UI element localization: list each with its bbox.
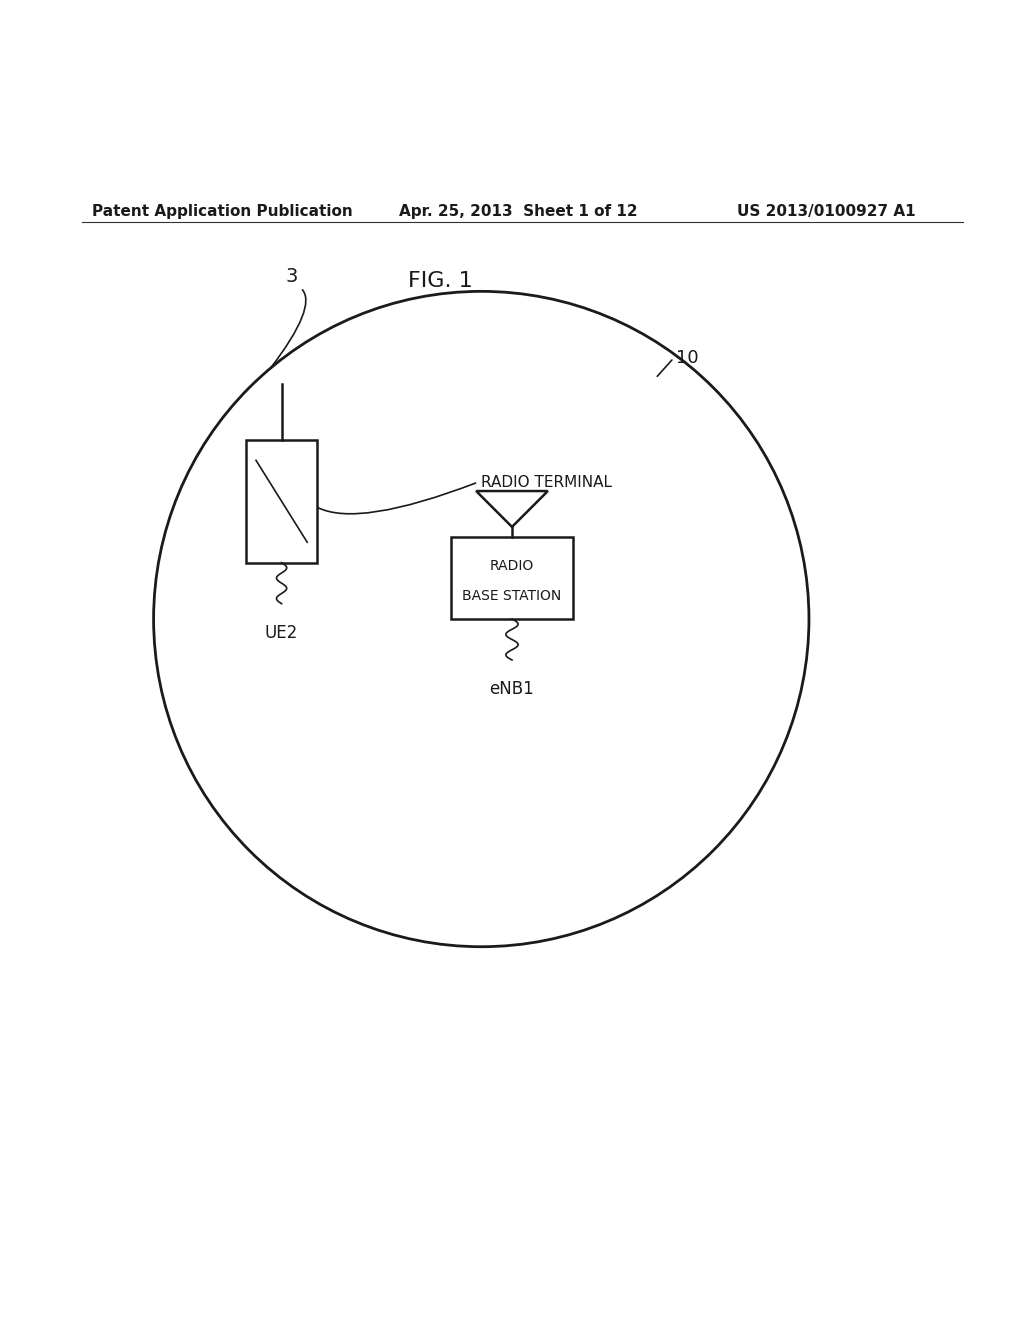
Text: RADIO TERMINAL: RADIO TERMINAL <box>481 475 612 490</box>
Text: 3: 3 <box>286 267 298 285</box>
Text: 10: 10 <box>676 348 698 367</box>
Text: RADIO: RADIO <box>489 558 535 573</box>
Text: BASE STATION: BASE STATION <box>463 589 561 603</box>
Text: eNB1: eNB1 <box>489 681 535 698</box>
Text: UE2: UE2 <box>265 624 298 642</box>
FancyBboxPatch shape <box>246 440 317 562</box>
Text: Patent Application Publication: Patent Application Publication <box>92 205 353 219</box>
Text: Apr. 25, 2013  Sheet 1 of 12: Apr. 25, 2013 Sheet 1 of 12 <box>399 205 638 219</box>
Text: FIG. 1: FIG. 1 <box>408 271 473 290</box>
FancyBboxPatch shape <box>451 537 573 619</box>
Text: US 2013/0100927 A1: US 2013/0100927 A1 <box>737 205 915 219</box>
